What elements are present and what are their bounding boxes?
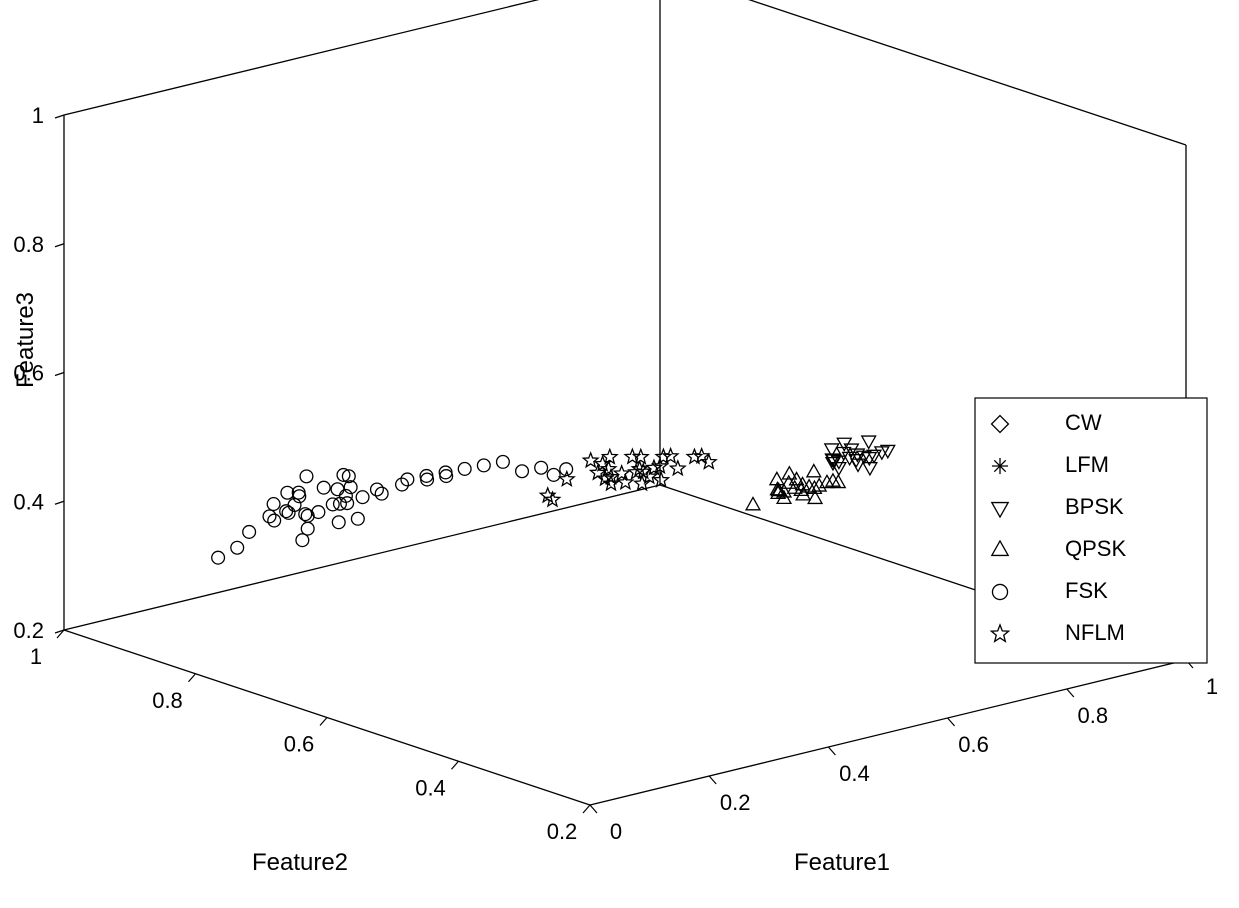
svg-text:Feature3: Feature3 bbox=[12, 292, 39, 388]
svg-text:1: 1 bbox=[1206, 674, 1218, 699]
series-BPSK bbox=[825, 436, 895, 475]
svg-text:0.2: 0.2 bbox=[547, 819, 578, 844]
legend-item-BPSK: BPSK bbox=[1065, 494, 1124, 519]
legend-item-CW: CW bbox=[1065, 410, 1102, 435]
chart-svg: 00.20.40.60.810.20.40.60.810.20.40.60.81… bbox=[0, 0, 1239, 908]
svg-text:0.4: 0.4 bbox=[839, 761, 870, 786]
svg-text:0.8: 0.8 bbox=[13, 232, 44, 257]
legend-item-LFM: LFM bbox=[1065, 452, 1109, 477]
legend-item-QPSK: QPSK bbox=[1065, 536, 1126, 561]
svg-text:Feature1: Feature1 bbox=[794, 849, 890, 876]
svg-text:0: 0 bbox=[610, 819, 622, 844]
svg-text:0.6: 0.6 bbox=[958, 732, 989, 757]
svg-text:0.8: 0.8 bbox=[1078, 703, 1109, 728]
svg-text:0.4: 0.4 bbox=[415, 775, 446, 800]
svg-text:0.2: 0.2 bbox=[720, 790, 751, 815]
legend-item-NFLM: NFLM bbox=[1065, 620, 1125, 645]
svg-text:0.2: 0.2 bbox=[13, 618, 44, 643]
series-NFLM bbox=[540, 449, 716, 506]
scatter3d-chart: 00.20.40.60.810.20.40.60.810.20.40.60.81… bbox=[0, 0, 1239, 908]
svg-text:1: 1 bbox=[32, 103, 44, 128]
svg-text:0.4: 0.4 bbox=[13, 489, 44, 514]
svg-text:1: 1 bbox=[30, 644, 42, 669]
svg-text:Feature2: Feature2 bbox=[252, 849, 348, 876]
series-FSK bbox=[212, 456, 573, 565]
svg-text:0.8: 0.8 bbox=[152, 688, 183, 713]
legend-item-FSK: FSK bbox=[1065, 578, 1108, 603]
series-QPSK bbox=[746, 465, 845, 510]
svg-text:0.6: 0.6 bbox=[284, 732, 315, 757]
